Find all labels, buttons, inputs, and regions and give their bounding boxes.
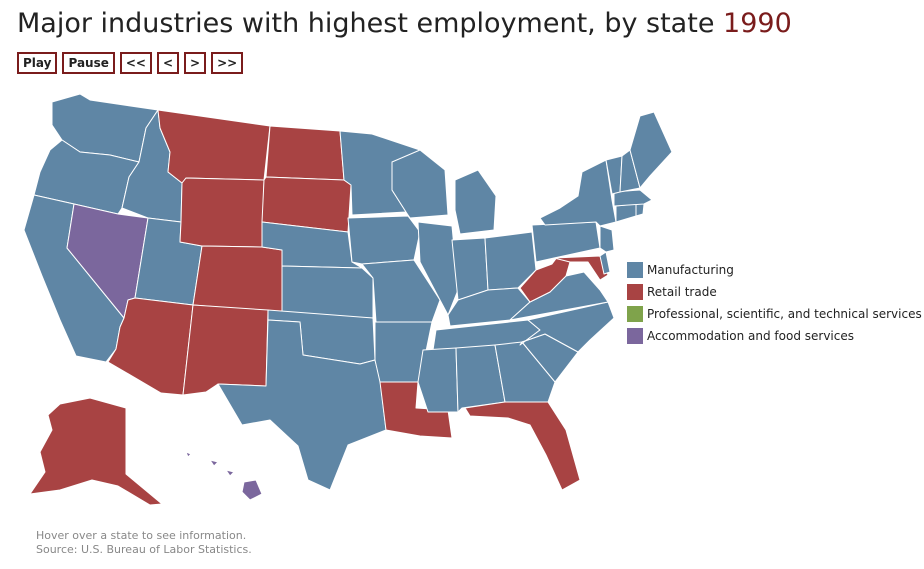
state-new-mexico[interactable] [182, 304, 269, 396]
state-georgia[interactable] [494, 341, 556, 403]
state-alaska[interactable] [29, 397, 163, 506]
legend-label: Retail trade [647, 285, 717, 299]
footer: Hover over a state to see information. S… [36, 529, 252, 557]
legend-label: Manufacturing [647, 263, 734, 277]
state-indiana[interactable] [451, 237, 489, 301]
state-delaware[interactable] [599, 251, 611, 275]
state-north-carolina[interactable] [519, 301, 615, 353]
last-year-button[interactable]: >> [211, 52, 244, 74]
title-text: Major industries with highest employment… [17, 8, 715, 39]
legend-swatch [627, 262, 643, 278]
state-new-york[interactable] [539, 159, 617, 227]
state-mississippi[interactable] [417, 347, 459, 413]
next-year-button[interactable]: > [184, 52, 207, 74]
state-florida[interactable] [464, 401, 581, 491]
state-michigan[interactable] [454, 169, 497, 235]
state-wisconsin[interactable] [391, 149, 449, 219]
hover-hint: Hover over a state to see information. [36, 529, 247, 542]
state-wyoming[interactable] [179, 177, 265, 248]
legend-item-retail-trade: Retail trade [627, 281, 922, 303]
legend-swatch [627, 328, 643, 344]
state-colorado[interactable] [192, 245, 283, 313]
first-year-button[interactable]: << [119, 52, 152, 74]
state-rhode-island[interactable] [635, 203, 645, 217]
state-louisiana[interactable] [379, 381, 453, 439]
legend: Manufacturing Retail trade Professional,… [627, 259, 922, 347]
legend-item-accommodation-food: Accommodation and food services [627, 325, 922, 347]
state-maine[interactable] [629, 111, 673, 189]
state-connecticut[interactable] [615, 203, 637, 223]
legend-item-professional-services: Professional, scientific, and technical … [627, 303, 922, 325]
legend-label: Professional, scientific, and technical … [647, 307, 922, 321]
state-hawaii[interactable] [185, 451, 263, 501]
title-year: 1990 [723, 8, 792, 39]
state-ohio[interactable] [484, 231, 537, 291]
legend-swatch [627, 284, 643, 300]
playback-controls: Play Pause << < > >> [17, 52, 244, 74]
legend-swatch [627, 306, 643, 322]
state-kentucky[interactable] [447, 287, 531, 327]
state-north-dakota[interactable] [265, 125, 345, 181]
state-montana[interactable] [157, 109, 271, 184]
state-texas[interactable] [217, 319, 387, 491]
state-oregon[interactable] [33, 139, 140, 215]
play-button[interactable]: Play [17, 52, 58, 74]
legend-label: Accommodation and food services [647, 329, 854, 343]
previous-year-button[interactable]: < [156, 52, 180, 74]
legend-item-manufacturing: Manufacturing [627, 259, 922, 281]
state-kansas[interactable] [281, 265, 374, 319]
pause-button[interactable]: Pause [62, 52, 115, 74]
state-new-jersey[interactable] [599, 225, 615, 253]
state-massachusetts[interactable] [613, 189, 653, 207]
state-iowa[interactable] [347, 215, 421, 265]
source-note: Source: U.S. Bureau of Labor Statistics. [36, 543, 252, 556]
chart-title: Major industries with highest employment… [17, 6, 792, 42]
